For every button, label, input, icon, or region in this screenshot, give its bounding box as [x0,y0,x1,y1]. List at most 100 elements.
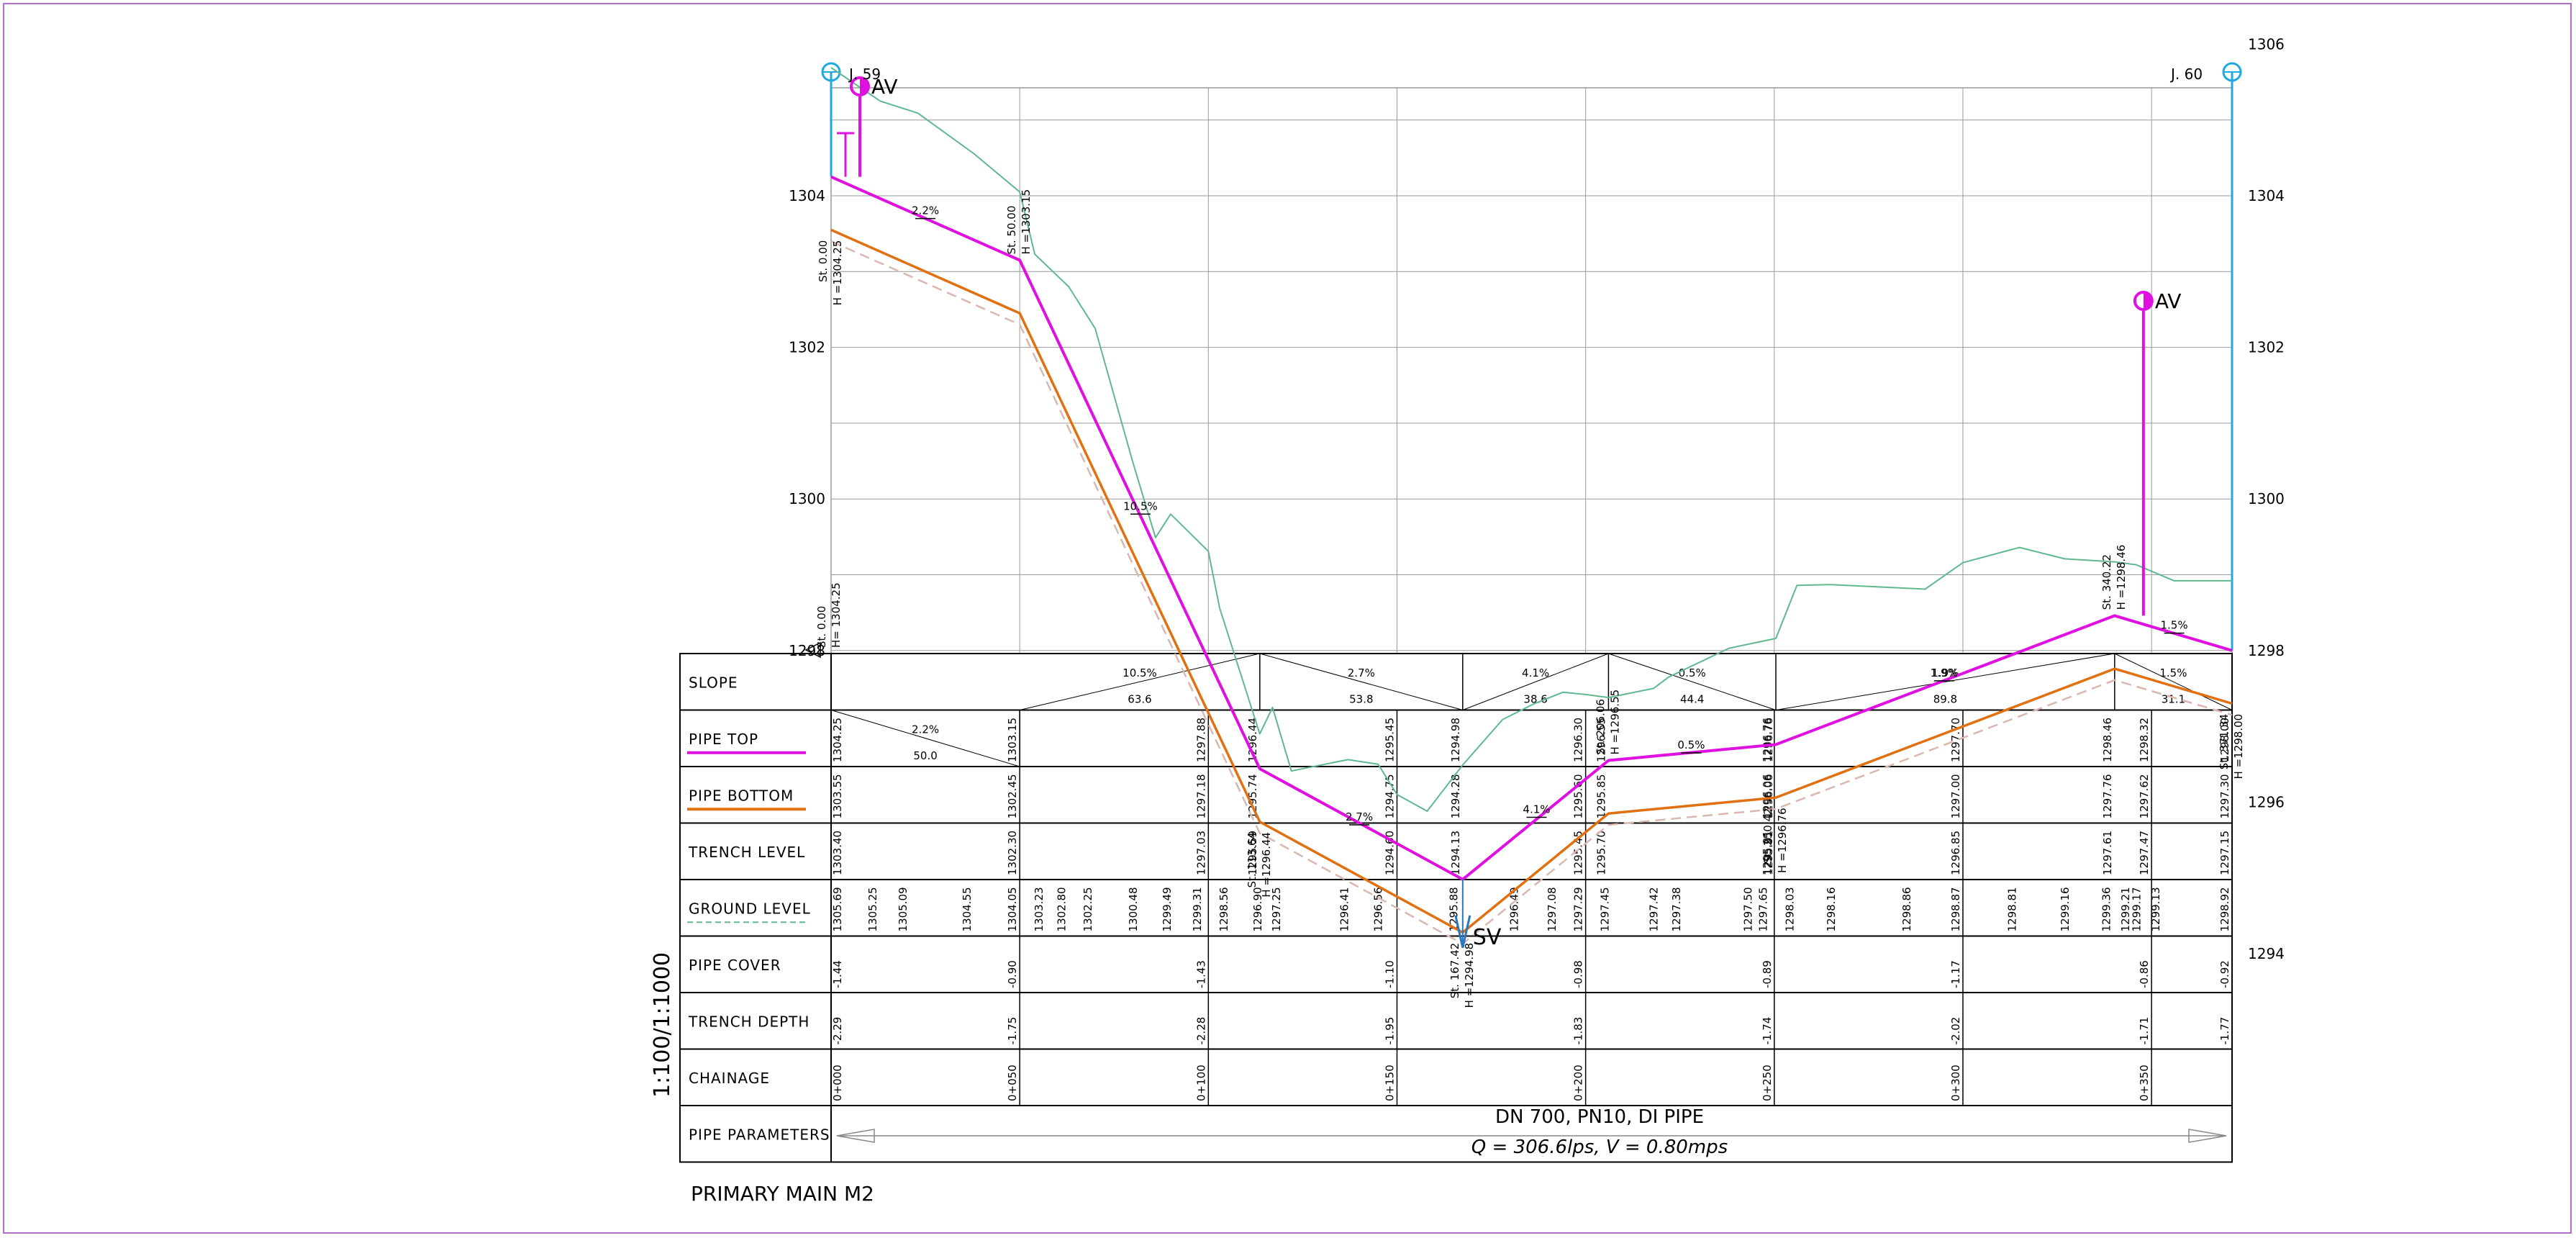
ground-level-value: 1297.50 [1742,887,1755,931]
station-st: St. 50.00 [1005,206,1018,255]
station-st: St. 206.06 [1594,699,1607,754]
ground-level-value: 1303.23 [1033,887,1046,931]
ground-level-value: 1297.08 [1546,887,1559,931]
slope-segment: 2.7% 53.8 [1259,653,1464,710]
ground-level-value: 1297.25 [1270,887,1283,931]
pipe-bottom-line [830,228,2233,934]
y-tick-right: 1306 [2248,35,2285,53]
slope-value: 1.5% [2159,667,2187,679]
station-st: St. 371.34 [2218,714,2231,769]
station-h: H =1298.46 [2115,545,2128,610]
row-label: PIPE BOTTOM [689,787,794,804]
trench-level-value: 1295.59 [1246,831,1259,875]
ground-level-value: 1302.25 [1081,887,1094,931]
ground-level-value: 1296.90 [1251,887,1264,931]
slope-segment: 0.5% 44.4 [1608,653,1777,710]
slope-marker: 1.9% [1931,667,1958,682]
ground-level-value: 1296.49 [1508,887,1521,931]
ground-level-value: 1298.86 [1900,887,1913,931]
pipe-cover-value: -0.90 [1006,960,1019,988]
pipe-bottom-value: 1295.85 [1595,774,1607,818]
sluice-valve-v [1454,915,1471,949]
station-h: H =1298.00 [2232,714,2245,780]
row-label: TRENCH LEVEL [688,844,805,861]
slope-length: 63.6 [1128,693,1151,706]
slope-diagonal [1608,653,1777,710]
scale-label: 1:100/1:1000 [650,952,675,1098]
drawing-title: PRIMARY MAIN M2 [691,1182,874,1206]
profile-grid: 1304130213001298130613041302130012981296… [789,35,2285,962]
pipe-cover-value: -1.17 [1949,960,1962,988]
datum-arrow [804,641,821,659]
end-node-icon [2222,62,2242,82]
slope-diagonal [830,710,1020,767]
ground-level-value: 1299.17 [2131,887,2144,931]
profile-lines: 2.2% 10.5% 2.7% 4.1% 0.5% 1.9% 1.5% [830,67,2233,945]
chainage-value: 0+250 [1761,1065,1774,1101]
trench-depth-value: -1.83 [1572,1017,1585,1045]
slope-segment: 1.9% 89.8 [1775,653,2115,710]
slope-marker-label: 1.9% [1931,667,1958,679]
pipe-cover-value: -0.92 [2218,960,2231,988]
pipe-top-value: 1296.55 [1595,718,1607,762]
end-node-label: J. 60 [2169,65,2203,83]
pipe-bottom-value: 1297.62 [2138,774,2151,818]
ground-level-value: 1304.55 [961,887,974,931]
table-border [679,653,2233,1163]
ground-level-value: 1304.05 [1006,887,1019,931]
pipe-cover-value: -0.89 [1761,960,1774,988]
pipe-param-arrow-left [836,1129,875,1143]
slope-marker: 1.5% [2161,619,2188,634]
trench-level-value: 1302.30 [1006,831,1019,875]
pipe-top-value: 1295.45 [1383,718,1396,762]
air-valve-label: AV [871,75,898,99]
station-label: St. 250.42 H =1296.76 [1761,808,1789,873]
chainage-value: 0+150 [1383,1065,1396,1101]
pipe-top-value: 1294.98 [1449,718,1462,762]
slope-marker: 0.5% [1677,738,1705,754]
station-st: St. 0.00 [817,240,830,282]
chainage-value: 0+200 [1572,1065,1585,1101]
pipe-bottom-value: 1297.30 [2218,774,2231,818]
station-st: St. 250.42 [1761,808,1774,863]
pipe-top-value: 1298.32 [2138,718,2151,762]
pipe-bottom-value: 1297.00 [1949,774,1962,818]
pipe-top-value: 1298.46 [2101,718,2114,762]
y-tick-left: 1302 [789,339,825,356]
trench-depth-value: -1.75 [1006,1017,1019,1045]
ground-level-value: 1300.48 [1127,887,1140,931]
row-label: TRENCH DEPTH [688,1013,809,1030]
row-label: SLOPE [689,674,738,691]
pipe-top-line [830,175,2233,881]
slope-diagonal [1775,653,2115,710]
slope-length: 50.0 [913,749,937,762]
station-label: St. 340.22 H =1298.46 [2100,545,2128,610]
pipe-cover-value: -1.43 [1194,960,1207,988]
data-table: SLOPE PIPE TOP PIPE BOTTOM TRENCH LEVEL GROU… [679,653,2233,1163]
ground-level-value: 1297.29 [1572,887,1585,931]
trench-level-value: 1295.70 [1595,831,1607,875]
slope-diagonal [2114,653,2233,710]
ground-line [830,67,2232,812]
pipe-bottom-value: 1294.28 [1449,774,1462,818]
trench-depth-value: -1.77 [2218,1017,2231,1045]
ground-level-value: 1297.38 [1670,887,1683,931]
station-st: St. 113.64 [1246,832,1258,887]
pipe-spec: DN 700, PN10, DI PIPE [1495,1106,1704,1128]
trench-level-value: 1297.15 [2218,831,2231,875]
pipe-top-value: 1297.88 [1194,718,1207,762]
pipe-top-value: 1304.25 [831,718,844,762]
slope-value: 0.5% [1679,667,1706,679]
ground-level-value: 1299.16 [2059,887,2072,931]
row-label: CHAINAGE [689,1070,770,1087]
slope-value: 2.2% [912,723,939,736]
slope-diagonal [1259,653,1463,710]
station-st: St. 340.22 [2100,554,2113,610]
pipe-bottom-value: 1296.06 [1762,774,1775,818]
pipe-param-arrow-right [2188,1129,2227,1143]
slope-value: 10.5% [1123,667,1157,679]
pipe-top-value: 1296.76 [1762,718,1775,762]
trench-depth-value: -1.74 [1761,1017,1774,1045]
